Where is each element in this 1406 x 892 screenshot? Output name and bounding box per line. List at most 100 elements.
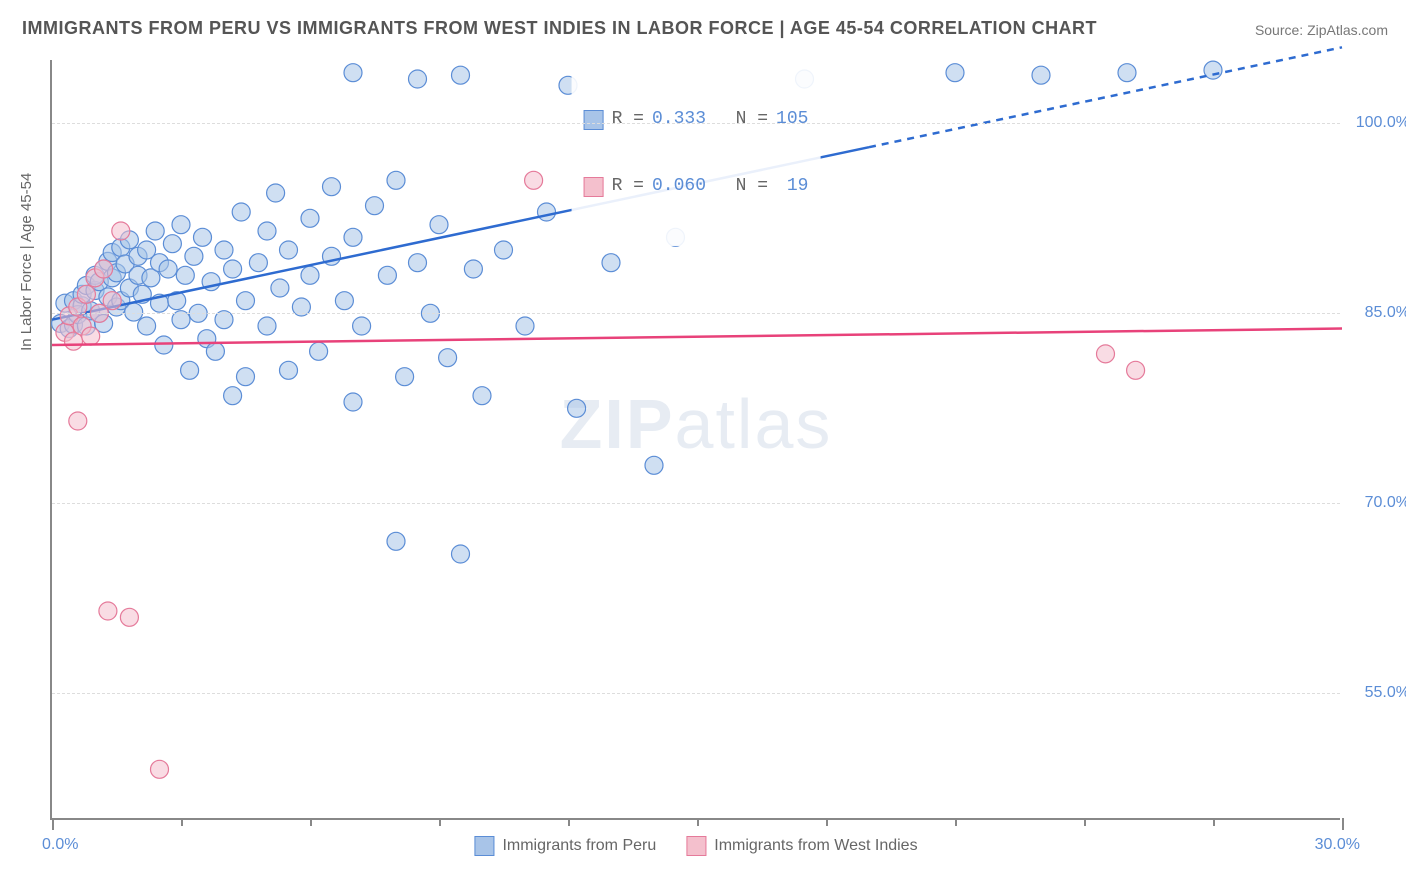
data-point <box>946 64 964 82</box>
data-point <box>602 254 620 272</box>
chart-container: IMMIGRANTS FROM PERU VS IMMIGRANTS FROM … <box>0 0 1406 892</box>
data-point <box>1204 61 1222 79</box>
swatch-westindies <box>584 177 604 197</box>
data-point <box>120 608 138 626</box>
stat-r-label: R = <box>612 173 644 200</box>
data-point <box>99 602 117 620</box>
data-point <box>181 361 199 379</box>
legend-item-peru: Immigrants from Peru <box>474 836 656 856</box>
source-attribution: Source: ZipAtlas.com <box>1255 22 1388 38</box>
x-tick <box>181 818 183 826</box>
x-tick <box>439 818 441 826</box>
x-tick <box>1213 818 1215 826</box>
data-point <box>224 260 242 278</box>
data-point <box>159 260 177 278</box>
data-point <box>525 171 543 189</box>
x-tick <box>955 818 957 826</box>
data-point <box>301 209 319 227</box>
gridline-h <box>52 123 1340 124</box>
data-point <box>409 254 427 272</box>
data-point <box>387 171 405 189</box>
stat-r-westindies: 0.060 <box>652 173 706 200</box>
data-point <box>258 222 276 240</box>
data-point <box>568 399 586 417</box>
data-point <box>378 266 396 284</box>
data-point <box>194 228 212 246</box>
x-tick <box>826 818 828 826</box>
legend-label-westindies: Immigrants from West Indies <box>714 837 917 855</box>
data-point <box>409 70 427 88</box>
gridline-h <box>52 503 1340 504</box>
data-point <box>344 228 362 246</box>
data-point <box>473 387 491 405</box>
data-point <box>271 279 289 297</box>
data-point <box>163 235 181 253</box>
x-axis-label-start: 0.0% <box>42 836 78 854</box>
data-point <box>430 216 448 234</box>
data-point <box>185 247 203 265</box>
legend-item-westindies: Immigrants from West Indies <box>686 836 917 856</box>
x-tick <box>568 818 570 826</box>
stats-row-westindies: R = 0.060 N = 19 <box>584 173 809 200</box>
gridline-h <box>52 693 1340 694</box>
data-point <box>280 361 298 379</box>
data-point <box>249 254 267 272</box>
data-point <box>516 317 534 335</box>
data-point <box>237 368 255 386</box>
x-tick <box>1084 818 1086 826</box>
data-point <box>1032 66 1050 84</box>
data-point <box>95 260 113 278</box>
stats-legend-box: R = 0.333 N = 105 R = 0.060 N = 19 <box>572 60 821 246</box>
data-point <box>258 317 276 335</box>
data-point <box>125 303 143 321</box>
data-point <box>138 317 156 335</box>
stat-r-label: R = <box>612 106 644 133</box>
y-axis-title: In Labor Force | Age 45-54 <box>18 173 35 351</box>
legend-label-peru: Immigrants from Peru <box>502 837 656 855</box>
data-point <box>323 178 341 196</box>
stats-row-peru: R = 0.333 N = 105 <box>584 106 809 133</box>
data-point <box>155 336 173 354</box>
data-point <box>176 266 194 284</box>
data-point <box>237 292 255 310</box>
x-tick <box>310 818 312 826</box>
data-point <box>344 393 362 411</box>
y-tick-label: 55.0% <box>1350 684 1406 702</box>
data-point <box>439 349 457 367</box>
bottom-legend: Immigrants from Peru Immigrants from Wes… <box>474 836 917 856</box>
data-point <box>353 317 371 335</box>
data-point <box>387 532 405 550</box>
data-point <box>1097 345 1115 363</box>
stat-n-label: N = <box>714 106 768 133</box>
data-point <box>172 216 190 234</box>
x-tick <box>1342 818 1344 830</box>
data-point <box>215 241 233 259</box>
data-point <box>206 342 224 360</box>
legend-swatch-westindies <box>686 836 706 856</box>
data-point <box>344 64 362 82</box>
data-point <box>452 545 470 563</box>
legend-swatch-peru <box>474 836 494 856</box>
data-point <box>495 241 513 259</box>
data-point <box>366 197 384 215</box>
y-tick-label: 85.0% <box>1350 304 1406 322</box>
data-point <box>1118 64 1136 82</box>
data-point <box>335 292 353 310</box>
data-point <box>77 285 95 303</box>
data-point <box>464 260 482 278</box>
stat-n-peru: 105 <box>776 106 808 133</box>
data-point <box>224 387 242 405</box>
stat-n-label: N = <box>714 173 768 200</box>
data-point <box>146 222 164 240</box>
y-tick-label: 70.0% <box>1350 494 1406 512</box>
chart-title: IMMIGRANTS FROM PERU VS IMMIGRANTS FROM … <box>22 18 1097 39</box>
data-point <box>452 66 470 84</box>
data-point <box>645 456 663 474</box>
plot-area: ZIPatlas R = 0.333 N = 105 R = 0.060 N =… <box>50 60 1340 820</box>
data-point <box>1127 361 1145 379</box>
data-point <box>538 203 556 221</box>
data-point <box>112 222 130 240</box>
data-point <box>280 241 298 259</box>
swatch-peru <box>584 110 604 130</box>
data-point <box>232 203 250 221</box>
